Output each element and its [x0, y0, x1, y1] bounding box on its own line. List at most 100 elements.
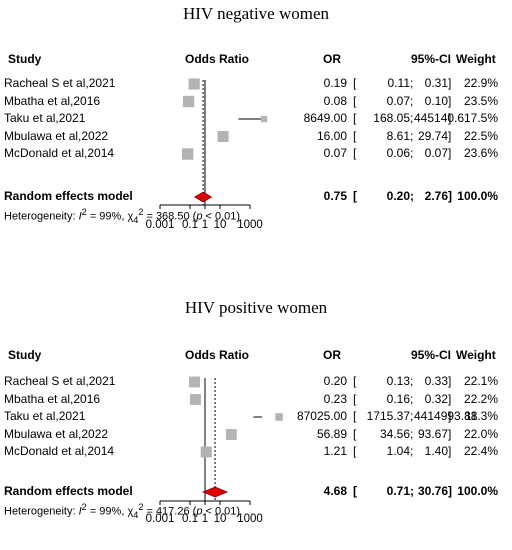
- header-study: Study: [8, 348, 42, 362]
- ci-separator: ;: [410, 484, 414, 498]
- ci-close-bracket: ]: [448, 189, 452, 203]
- header-odds-ratio: Odds Ratio: [185, 348, 250, 362]
- study-label: Random effects model: [4, 189, 133, 203]
- ci-open-bracket: [: [353, 374, 357, 388]
- het-i2-value: = 99%,: [86, 210, 128, 223]
- ci-open-bracket: [: [353, 444, 357, 458]
- study-box: [225, 429, 237, 440]
- ci-high-value: 30.76: [417, 484, 448, 498]
- ci-high-value: 93.67: [417, 426, 448, 441]
- ci-open-bracket: [: [353, 426, 357, 441]
- study-box: [181, 148, 194, 160]
- het-prefix: Heterogeneity:: [4, 505, 79, 518]
- summary-diamond: [193, 191, 213, 203]
- ci-open-bracket: [: [353, 189, 357, 203]
- weight-value: 11.3%: [464, 409, 498, 423]
- ci-low-value: 0.71: [386, 484, 410, 498]
- ci-close-bracket: ]: [448, 374, 452, 388]
- ci-separator: ;: [410, 426, 414, 441]
- ci-low-value: 8.61: [386, 128, 410, 143]
- or-value: 0.08: [323, 93, 347, 108]
- ci-low-value: 0.13: [386, 374, 410, 388]
- panel-title: HIV negative women: [182, 4, 330, 23]
- ci-low-value: 0.20: [386, 189, 410, 203]
- ci-high-value: 0.33: [424, 374, 448, 388]
- study-label: Racheal S et al,2021: [4, 76, 116, 90]
- ci-open-bracket: [: [353, 484, 357, 498]
- weight-value: 22.1%: [463, 374, 498, 388]
- or-value: 16.00: [316, 128, 347, 143]
- ci-separator: ;: [410, 93, 414, 108]
- or-value: 0.07: [323, 146, 347, 160]
- ci-high-value: 0.32: [424, 391, 448, 406]
- ci-separator: ;: [410, 146, 414, 160]
- study-box: [217, 130, 229, 143]
- ci-low-value: 168.05: [373, 111, 410, 125]
- weight-value: 22.5%: [463, 128, 498, 143]
- weight-value: 100.0%: [457, 484, 498, 498]
- study-label: Taku et al,2021: [4, 111, 86, 125]
- het-chi: χ: [127, 505, 134, 518]
- ci-close-bracket: ]: [448, 444, 452, 458]
- het-chi-value: = 368.50 (: [143, 210, 197, 223]
- ci-low-value: 1.04: [386, 444, 410, 458]
- ci-high-value: 0.07: [424, 146, 448, 160]
- weight-value: 100.0%: [457, 189, 498, 203]
- study-label: McDonald et al,2014: [4, 146, 115, 160]
- forest-plot-area: 0.001 0.1 1 10 1000: [146, 376, 283, 525]
- ci-low-value: 0.16: [386, 391, 410, 406]
- study-label: Random effects model: [4, 484, 133, 498]
- het-chi-sup: 2: [138, 207, 144, 217]
- x-tick-label: 0.001: [146, 219, 175, 231]
- ci-close-bracket: ]: [448, 93, 452, 108]
- ci-low-value: 0.11: [387, 76, 410, 90]
- study-label: McDonald et al,2014: [4, 444, 115, 458]
- het-chi-sub: 4: [133, 214, 139, 225]
- summary-diamond: [201, 486, 229, 498]
- ci-low-value: 34.56: [379, 426, 410, 441]
- het-i-sup: 2: [81, 207, 87, 217]
- het-chi-sup: 2: [138, 502, 144, 512]
- ci-open-bracket: [: [353, 146, 357, 160]
- or-value: 87025.00: [296, 409, 347, 423]
- het-p-value: < 0.01): [202, 210, 241, 223]
- forest-plot-panel: HIV negative women Study Odds Ratio OR 9…: [0, 0, 512, 260]
- ci-low-value: 1715.37: [366, 409, 410, 423]
- het-chi-sub: 4: [133, 509, 139, 520]
- weight-value: 22.9%: [463, 76, 498, 90]
- ci-open-bracket: [: [353, 93, 357, 108]
- x-tick-label: 0.1: [182, 513, 198, 525]
- het-i: I: [78, 505, 82, 518]
- study-box: [188, 78, 200, 90]
- ci-high-value: 1.40: [424, 444, 448, 458]
- het-p: p: [196, 505, 203, 518]
- ci-open-bracket: [: [353, 128, 357, 143]
- ci-open-bracket: [: [353, 111, 357, 125]
- ci-separator: ;: [410, 128, 414, 143]
- panel-title: HIV positive women: [184, 298, 328, 317]
- or-value: 4.68: [323, 484, 347, 498]
- ci-close-bracket: ]: [448, 128, 452, 143]
- study-label: Mbulawa et al,2022: [4, 128, 109, 143]
- ci-separator: ;: [410, 374, 414, 388]
- or-value: 56.89: [316, 426, 347, 441]
- study-box: [260, 115, 268, 123]
- header-study: Study: [8, 52, 42, 66]
- header-or: OR: [323, 52, 341, 66]
- ci-close-bracket: ]: [448, 391, 452, 406]
- weight-value: 22.4%: [463, 444, 498, 458]
- header-ci: 95%-CI: [411, 348, 452, 362]
- het-i2-value: = 99%,: [86, 505, 128, 518]
- header-weight: Weight: [456, 348, 496, 362]
- ci-separator: ;: [410, 76, 414, 90]
- het-p: p: [196, 210, 203, 223]
- ci-close-bracket: ]: [448, 76, 452, 90]
- or-value: 0.75: [323, 189, 347, 203]
- ci-open-bracket: [: [353, 409, 357, 423]
- weight-value: 22.2%: [463, 391, 498, 406]
- ci-separator: ;: [410, 189, 414, 203]
- x-tick-label: 0.001: [146, 513, 175, 525]
- x-tick-label: 1: [202, 219, 208, 231]
- ci-high-value: 0.10: [424, 93, 448, 108]
- heterogeneity-text: Heterogeneity: I2 = 99%, χ42 = 417.26 (p…: [4, 502, 240, 520]
